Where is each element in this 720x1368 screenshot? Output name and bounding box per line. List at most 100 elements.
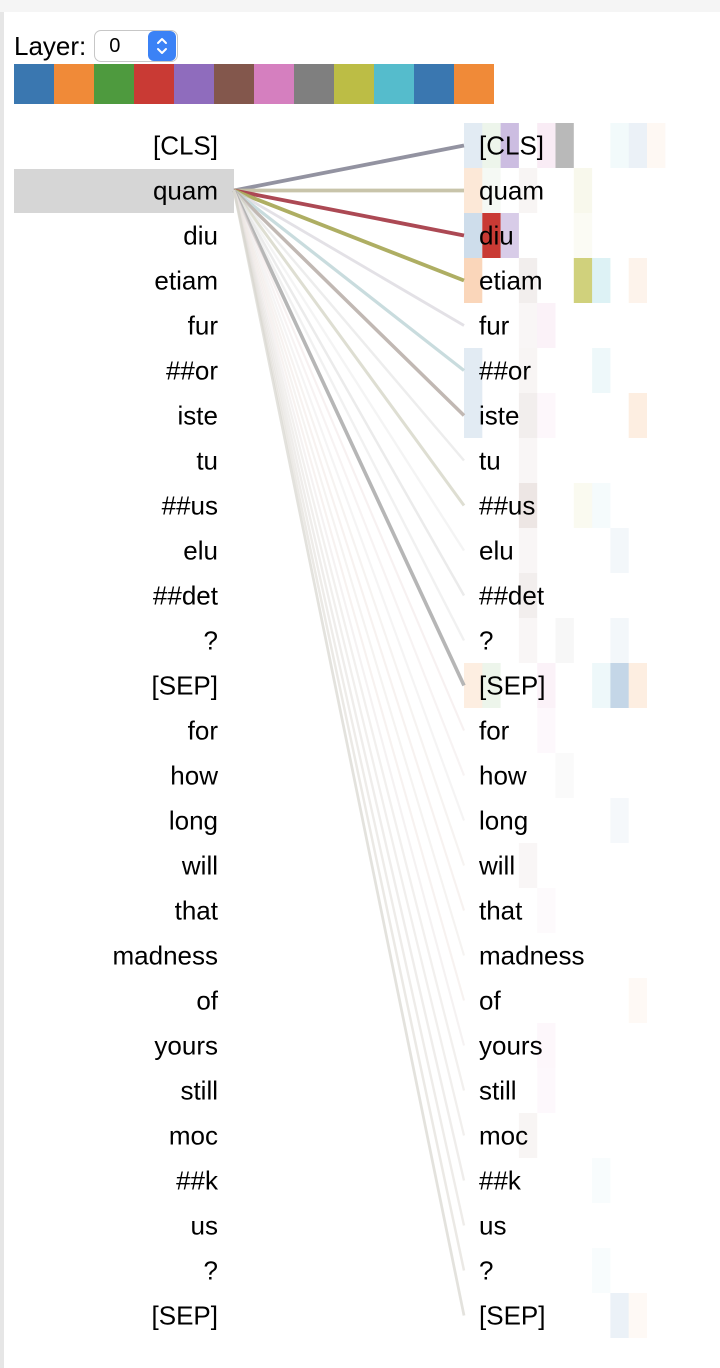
attention-line bbox=[232, 190, 466, 1046]
right-token[interactable]: ##k bbox=[479, 1166, 522, 1196]
right-token[interactable]: yours bbox=[479, 1031, 543, 1061]
heat-cell bbox=[537, 1023, 556, 1068]
left-token[interactable]: iste bbox=[178, 401, 218, 431]
heat-cell bbox=[482, 123, 501, 168]
left-token[interactable]: ##det bbox=[153, 581, 219, 611]
left-token[interactable]: madness bbox=[113, 941, 219, 971]
attention-line bbox=[232, 189, 466, 642]
left-token[interactable]: ? bbox=[204, 626, 218, 656]
attention-line bbox=[232, 190, 466, 911]
heat-cell bbox=[537, 708, 556, 753]
head-swatch-0[interactable] bbox=[14, 64, 54, 104]
head-swatch-2[interactable] bbox=[94, 64, 134, 104]
right-token[interactable]: how bbox=[479, 761, 527, 791]
head-swatch-8[interactable] bbox=[334, 64, 374, 104]
right-token[interactable]: tu bbox=[479, 446, 501, 476]
left-token[interactable]: elu bbox=[183, 536, 218, 566]
left-token[interactable]: will bbox=[181, 851, 218, 881]
right-token[interactable]: still bbox=[479, 1076, 517, 1106]
left-token[interactable]: quam bbox=[153, 176, 218, 206]
left-token[interactable]: moc bbox=[169, 1121, 218, 1151]
left-token[interactable]: diu bbox=[183, 221, 218, 251]
layer-select[interactable]: 0 bbox=[94, 30, 179, 62]
attention-line bbox=[233, 190, 465, 776]
left-token[interactable]: ##k bbox=[176, 1166, 219, 1196]
left-border bbox=[0, 12, 4, 1368]
left-token[interactable]: [SEP] bbox=[152, 1301, 218, 1331]
right-token[interactable]: iste bbox=[479, 401, 519, 431]
heat-cell bbox=[464, 663, 483, 708]
left-token[interactable]: long bbox=[169, 806, 218, 836]
head-swatch-11[interactable] bbox=[454, 64, 494, 104]
left-token[interactable]: how bbox=[170, 761, 218, 791]
head-swatch-5[interactable] bbox=[214, 64, 254, 104]
heat-cell bbox=[482, 168, 501, 213]
heat-cell bbox=[628, 1293, 647, 1338]
top-border bbox=[0, 0, 720, 12]
right-token[interactable]: will bbox=[478, 851, 515, 881]
heat-cell bbox=[482, 213, 501, 258]
left-token[interactable]: ##or bbox=[166, 356, 218, 386]
right-token[interactable]: [CLS] bbox=[479, 131, 544, 161]
left-token[interactable]: of bbox=[196, 986, 218, 1016]
heat-cell bbox=[518, 303, 538, 348]
right-token[interactable]: ? bbox=[479, 626, 493, 656]
heat-cell bbox=[537, 663, 556, 708]
left-token[interactable]: still bbox=[180, 1076, 218, 1106]
right-token[interactable]: diu bbox=[479, 221, 514, 251]
left-token[interactable]: ? bbox=[204, 1256, 218, 1286]
right-token[interactable]: ##det bbox=[479, 581, 545, 611]
heat-cell bbox=[537, 393, 556, 438]
left-token[interactable]: that bbox=[175, 896, 219, 926]
attention-lines bbox=[232, 143, 466, 1316]
right-token[interactable]: quam bbox=[479, 176, 544, 206]
heat-cell bbox=[518, 348, 538, 393]
left-token[interactable]: etiam bbox=[154, 266, 218, 296]
right-token[interactable]: of bbox=[479, 986, 501, 1016]
heat-cell bbox=[610, 618, 629, 663]
right-token[interactable]: etiam bbox=[479, 266, 543, 296]
up-down-chevron-icon[interactable] bbox=[148, 31, 177, 61]
left-token[interactable]: for bbox=[188, 716, 219, 746]
right-token[interactable]: madness bbox=[479, 941, 585, 971]
right-token[interactable]: fur bbox=[479, 311, 510, 341]
right-token[interactable]: that bbox=[479, 896, 523, 926]
heat-cell bbox=[592, 1158, 611, 1203]
right-token[interactable]: ##us bbox=[479, 491, 535, 521]
head-swatch-7[interactable] bbox=[294, 64, 334, 104]
head-swatch-6[interactable] bbox=[254, 64, 294, 104]
right-token[interactable]: us bbox=[479, 1211, 506, 1241]
head-swatch-4[interactable] bbox=[174, 64, 214, 104]
left-token[interactable]: us bbox=[191, 1211, 218, 1241]
right-token[interactable]: moc bbox=[479, 1121, 528, 1151]
right-token[interactable]: elu bbox=[479, 536, 514, 566]
heat-cell bbox=[647, 123, 666, 168]
left-token[interactable]: [SEP] bbox=[152, 671, 218, 701]
right-token[interactable]: ? bbox=[479, 1256, 493, 1286]
right-token[interactable]: for bbox=[479, 716, 510, 746]
left-token[interactable]: [CLS] bbox=[153, 131, 218, 161]
heat-cell bbox=[610, 798, 629, 843]
right-token[interactable]: [SEP] bbox=[479, 1301, 545, 1331]
left-token[interactable]: tu bbox=[196, 446, 218, 476]
left-token[interactable]: ##us bbox=[162, 491, 218, 521]
heat-cell bbox=[592, 348, 611, 393]
attention-line bbox=[233, 143, 465, 193]
left-token[interactable]: fur bbox=[188, 311, 219, 341]
head-swatch-1[interactable] bbox=[54, 64, 94, 104]
left-token[interactable]: yours bbox=[154, 1031, 218, 1061]
heat-cell bbox=[518, 438, 538, 483]
right-token[interactable]: long bbox=[479, 806, 528, 836]
head-swatch-10[interactable] bbox=[414, 64, 454, 104]
right-token[interactable]: [SEP] bbox=[479, 671, 545, 701]
head-swatch-3[interactable] bbox=[134, 64, 174, 104]
attention-line bbox=[232, 190, 466, 1226]
heat-cell bbox=[592, 258, 611, 303]
head-swatch-9[interactable] bbox=[374, 64, 414, 104]
heat-cell bbox=[592, 483, 611, 528]
heat-cell bbox=[518, 843, 538, 888]
attention-line bbox=[233, 188, 465, 238]
right-token[interactable]: ##or bbox=[479, 356, 531, 386]
